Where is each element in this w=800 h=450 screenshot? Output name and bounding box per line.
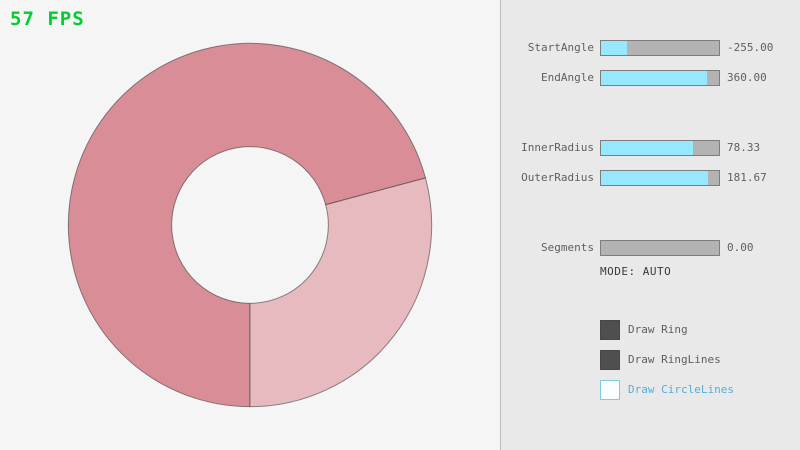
fps-counter: 57 FPS	[10, 8, 85, 30]
slider-fill	[601, 141, 694, 155]
startangle-label: StartAngle	[527, 41, 594, 54]
slider-fill	[601, 41, 627, 55]
innerradius-slider[interactable]	[600, 140, 720, 156]
innerradius-label: InnerRadius	[521, 141, 594, 154]
endangle-slider[interactable]	[600, 70, 720, 86]
outerradius-label: OuterRadius	[521, 171, 594, 184]
segments-label: Segments	[541, 241, 594, 254]
slider-fill	[601, 171, 709, 185]
checkbox-row-draw-ring: Draw Ring	[600, 320, 800, 340]
checkbox-row-draw-ringlines: Draw RingLines	[600, 350, 800, 370]
endangle-label: EndAngle	[541, 71, 594, 84]
checkbox-label: Draw RingLines	[628, 353, 721, 366]
draw-ringlines-checkbox[interactable]	[600, 350, 620, 370]
segments-slider[interactable]	[600, 240, 720, 256]
draw-ring-checkbox[interactable]	[600, 320, 620, 340]
outerradius-value: 181.67	[727, 171, 767, 184]
mode-indicator: MODE: AUTO	[600, 265, 672, 278]
checkbox-label: Draw Ring	[628, 323, 688, 336]
outerradius-slider[interactable]	[600, 170, 720, 186]
slider-row-segments: Segments 0.00	[0, 240, 800, 256]
slider-row-startangle: StartAngle -255.00	[0, 40, 800, 56]
slider-row-endangle: EndAngle 360.00	[0, 70, 800, 86]
endangle-value: 360.00	[727, 71, 767, 84]
segments-value: 0.00	[727, 241, 754, 254]
startangle-slider[interactable]	[600, 40, 720, 56]
slider-row-innerradius: InnerRadius 78.33	[0, 140, 800, 156]
draw-circlelines-checkbox[interactable]	[600, 380, 620, 400]
checkbox-row-draw-circlelines: Draw CircleLines	[600, 380, 800, 400]
checkbox-label: Draw CircleLines	[628, 383, 734, 396]
startangle-value: -255.00	[727, 41, 774, 54]
slider-fill	[601, 71, 708, 85]
slider-row-outerradius: OuterRadius 181.67	[0, 170, 800, 186]
innerradius-value: 78.33	[727, 141, 761, 154]
